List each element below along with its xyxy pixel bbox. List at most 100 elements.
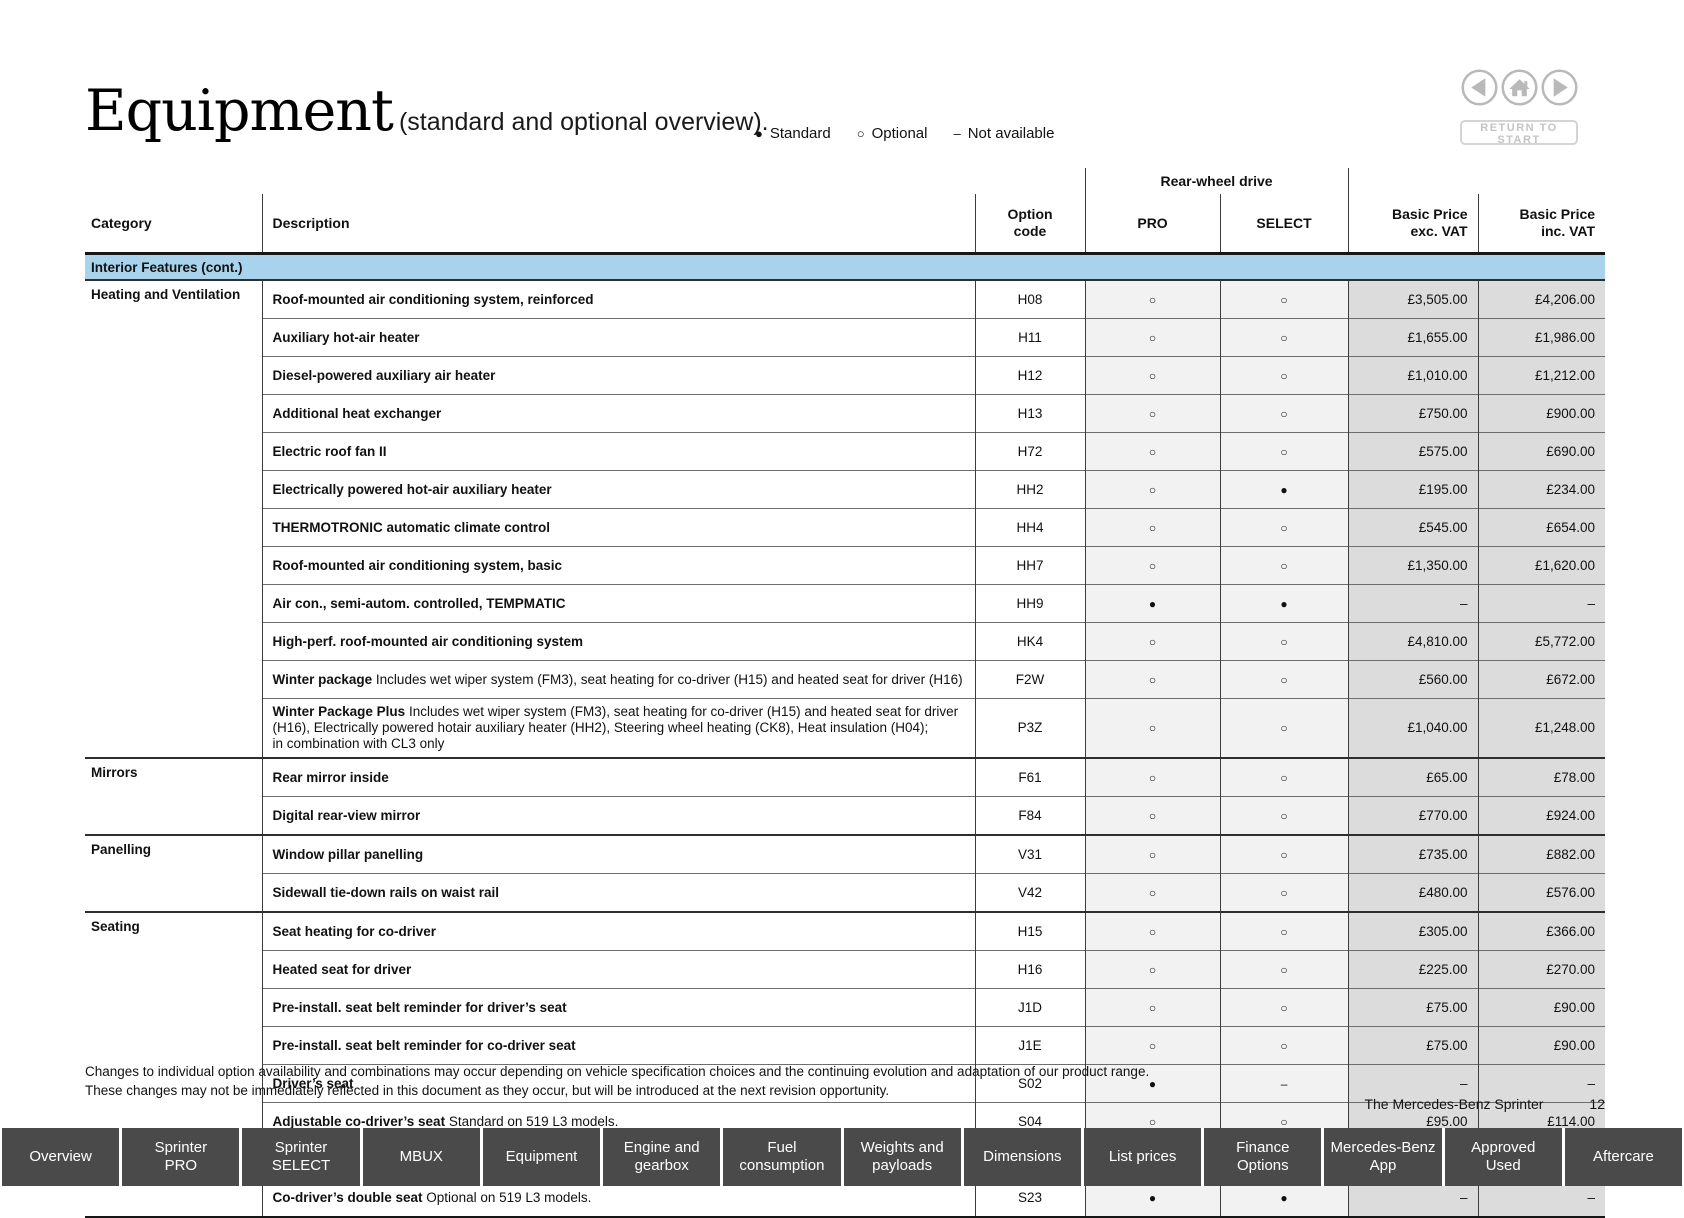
description-cell: Winter Package Plus Includes wet wiper s… (261, 698, 975, 758)
table-row: Additional heat exchanger H13 ○ ○ £750.0… (85, 394, 1606, 433)
price-exc-vat-cell: £735.00 (1347, 834, 1479, 874)
select-availability-cell: ○ (1219, 873, 1349, 912)
table-row: Electrically powered hot-air auxiliary h… (85, 470, 1606, 509)
table-row: Mirrors Rear mirror inside F61 ○ ○ £65.0… (85, 757, 1606, 797)
description-cell: Winter package Includes wet wiper system… (261, 660, 975, 699)
price-inc-vat-header: Basic Price inc. VAT (1477, 194, 1606, 254)
table-row: Driver’s seat S02 ● – – – (85, 1064, 1606, 1103)
pro-availability-cell: ○ (1084, 698, 1221, 758)
nav-tab[interactable]: Weights and payloads (843, 1128, 961, 1186)
description-cell: High-perf. roof-mounted air conditioning… (261, 622, 975, 661)
pro-availability-cell: ○ (1084, 950, 1221, 989)
previous-page-icon[interactable] (1460, 68, 1499, 107)
category-cell (85, 471, 262, 509)
return-to-start-button[interactable]: RETURN TO START (1460, 120, 1578, 146)
price-exc-vat-cell: – (1347, 584, 1479, 623)
option-code-cell: F2W (974, 660, 1086, 699)
pro-availability-cell: ○ (1084, 911, 1221, 951)
pro-availability-cell: ○ (1084, 873, 1221, 912)
description-title: Adjustable co-driver’s seat (272, 1113, 446, 1129)
description-title: Winter package (272, 671, 373, 687)
price-exc-vat-cell: £1,350.00 (1347, 546, 1479, 585)
description-title: High-perf. roof-mounted air conditioning… (272, 633, 584, 649)
pro-availability-cell: ○ (1084, 356, 1221, 395)
standard-filled-circle-icon: ● (755, 126, 763, 141)
nav-tab[interactable]: Engine and gearbox (603, 1128, 721, 1186)
pro-availability-cell: ○ (1084, 318, 1221, 357)
nav-tab[interactable]: Overview (2, 1128, 120, 1186)
description-cell: Heated seat for driver (261, 950, 975, 989)
table-row: Heated seat for driver H16 ○ ○ £225.00 £… (85, 950, 1606, 989)
table-row: Pre-install. seat belt reminder for driv… (85, 988, 1606, 1027)
nav-tab[interactable]: Approved Used (1444, 1128, 1562, 1186)
description-title: Diesel-powered auxiliary air heater (272, 367, 496, 383)
nav-tab[interactable]: Aftercare (1564, 1128, 1683, 1186)
price-inc-vat-cell: £78.00 (1477, 757, 1606, 797)
price-exc-vat-cell: £75.00 (1347, 1026, 1479, 1065)
category-cell (85, 433, 262, 471)
pro-availability-cell: ○ (1084, 796, 1221, 835)
option-code-cell: HK4 (974, 622, 1086, 661)
nav-tab[interactable]: Sprinter PRO (122, 1128, 240, 1186)
price-exc-vat-cell: £480.00 (1347, 873, 1479, 912)
select-availability-cell: ○ (1219, 834, 1349, 874)
nav-tab[interactable]: Equipment (482, 1128, 601, 1186)
category-cell (85, 585, 262, 623)
footnote-line2: These changes may not be immediately ref… (85, 1083, 890, 1098)
legend-not-available-label: Not available (967, 125, 1055, 142)
description-title: Electrically powered hot-air auxiliary h… (272, 481, 552, 497)
category-cell (85, 797, 262, 836)
pro-availability-cell: ○ (1084, 660, 1221, 699)
category-cell (85, 509, 262, 547)
select-availability-cell: ○ (1219, 546, 1349, 585)
nav-tab[interactable]: Fuel consumption (723, 1128, 841, 1186)
nav-tab[interactable]: MBUX (362, 1128, 480, 1186)
pro-availability-cell: ● (1084, 584, 1221, 623)
nav-tab[interactable]: Mercedes-Benz App (1324, 1128, 1442, 1186)
option-code-cell: J1D (974, 988, 1086, 1027)
not-available-dash-icon: – (953, 126, 961, 141)
description-title: Roof-mounted air conditioning system, ba… (272, 557, 563, 573)
price-exc-vat-cell: £545.00 (1347, 508, 1479, 547)
price-exc-vat-cell: £75.00 (1347, 988, 1479, 1027)
legend-optional: ○ Optional (857, 125, 928, 142)
category-cell: Mirrors (85, 757, 262, 797)
legend-standard-label: Standard (769, 125, 831, 142)
price-inc-vat-cell: £1,620.00 (1477, 546, 1606, 585)
description-title: Air con., semi-autom. controlled, TEMPMA… (272, 595, 566, 611)
category-cell (85, 661, 262, 699)
table-row: Roof-mounted air conditioning system, ba… (85, 546, 1606, 585)
price-inc-vat-cell: £90.00 (1477, 988, 1606, 1027)
description-cell: Electrically powered hot-air auxiliary h… (261, 470, 975, 509)
price-inc-vat-cell: £654.00 (1477, 508, 1606, 547)
price-exc-vat-cell: £770.00 (1347, 796, 1479, 835)
price-inc-vat-cell: £90.00 (1477, 1026, 1606, 1065)
select-availability-cell: ○ (1219, 394, 1349, 433)
description-title: Digital rear-view mirror (272, 807, 421, 823)
price-exc-vat-cell: £305.00 (1347, 911, 1479, 951)
select-availability-cell: ○ (1219, 660, 1349, 699)
price-inc-vat-cell: £4,206.00 (1477, 279, 1606, 319)
home-icon[interactable] (1500, 68, 1539, 107)
page-title-subtitle: (standard and optional overview). (398, 108, 769, 136)
select-availability-cell: ○ (1219, 279, 1349, 319)
nav-tab[interactable]: List prices (1083, 1128, 1202, 1186)
table-row: Air con., semi-autom. controlled, TEMPMA… (85, 584, 1606, 623)
select-availability-cell: ● (1219, 584, 1349, 623)
next-page-icon[interactable] (1540, 68, 1579, 107)
description-cell: Window pillar panelling (261, 834, 975, 874)
option-code-cell: S02 (974, 1064, 1086, 1103)
nav-tab[interactable]: Dimensions (963, 1128, 1081, 1186)
table-column-header-row: Category Description Option code PRO SEL… (85, 194, 1606, 254)
nav-tab[interactable]: Finance Options (1204, 1128, 1322, 1186)
option-code-cell: H12 (974, 356, 1086, 395)
description-title: Seat heating for co-driver (272, 923, 437, 939)
select-availability-cell: ○ (1219, 757, 1349, 797)
price-inc-vat-cell: £1,248.00 (1477, 698, 1606, 758)
price-inc-vat-cell: £5,772.00 (1477, 622, 1606, 661)
price-inc-vat-cell: £1,986.00 (1477, 318, 1606, 357)
description-cell: Pre-install. seat belt reminder for driv… (261, 988, 975, 1027)
table-group-header-row: Rear-wheel drive (85, 168, 1605, 194)
price-inc-vat-cell: £270.00 (1477, 950, 1606, 989)
nav-tab[interactable]: Sprinter SELECT (242, 1128, 360, 1186)
